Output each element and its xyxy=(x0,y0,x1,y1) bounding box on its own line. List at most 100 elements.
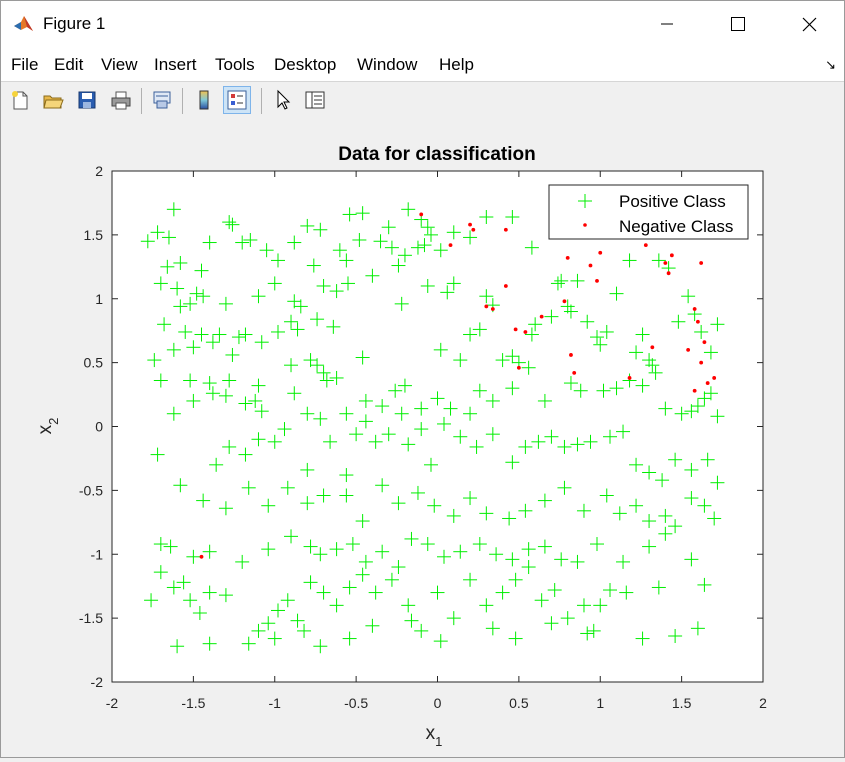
positive-point xyxy=(225,217,240,232)
scatter-plot[interactable]: -2 -1.5 -1 -0.5 0 0.5 1 1.5 2 -2 -1.5 -1 -0.5 0 0.5 1 1.… xyxy=(1,120,844,757)
negative-point xyxy=(643,243,648,247)
positive-point xyxy=(485,393,500,408)
positive-point xyxy=(384,240,399,255)
positive-point xyxy=(463,491,478,506)
new-figure-button[interactable] xyxy=(6,86,34,114)
positive-point xyxy=(593,598,608,613)
positive-point xyxy=(463,572,478,587)
menu-desktop[interactable]: Desktop xyxy=(274,55,337,74)
positive-point xyxy=(205,335,220,350)
colorbar-button[interactable] xyxy=(190,86,218,114)
open-file-button[interactable] xyxy=(39,86,67,114)
positive-point xyxy=(271,603,286,618)
positive-point xyxy=(580,314,595,329)
link-plot-button[interactable] xyxy=(148,86,176,114)
title-bar: Figure 1 xyxy=(1,1,844,47)
positive-point xyxy=(430,585,445,600)
positive-point xyxy=(635,631,650,646)
positive-point xyxy=(603,429,618,444)
positive-point xyxy=(183,296,198,311)
positive-point xyxy=(589,537,604,552)
minimize-button[interactable] xyxy=(644,1,690,47)
menu-help[interactable]: Help xyxy=(439,55,474,74)
positive-point xyxy=(202,544,217,559)
property-inspector-button[interactable] xyxy=(301,86,329,114)
positive-point xyxy=(218,388,233,403)
maximize-button[interactable] xyxy=(715,1,761,47)
positive-point xyxy=(153,565,168,580)
positive-point xyxy=(248,393,263,408)
dock-arrow-icon[interactable]: ↘ xyxy=(825,57,836,72)
positive-point xyxy=(251,289,266,304)
positive-point xyxy=(544,616,559,631)
menu-tools[interactable]: Tools xyxy=(215,55,255,74)
positive-point xyxy=(150,447,165,462)
positive-point xyxy=(710,475,725,490)
positive-point xyxy=(173,255,188,270)
open-file-icon xyxy=(43,95,64,109)
print-button[interactable] xyxy=(107,86,135,114)
positive-point xyxy=(609,381,624,396)
positive-point xyxy=(684,491,699,506)
positive-point xyxy=(319,373,334,388)
toolbar-separator xyxy=(141,88,142,114)
positive-point xyxy=(563,376,578,391)
close-icon xyxy=(802,17,816,31)
positive-point xyxy=(446,225,461,240)
positive-point xyxy=(394,296,409,311)
positive-point xyxy=(222,439,237,454)
save-button[interactable] xyxy=(73,86,101,114)
positive-point xyxy=(218,588,233,603)
positive-point xyxy=(267,434,282,449)
positive-point xyxy=(161,230,176,245)
positive-point xyxy=(339,468,354,483)
positive-point xyxy=(710,409,725,424)
legend-label-positive: Positive Class xyxy=(619,192,726,211)
save-icon xyxy=(78,91,96,109)
positive-point xyxy=(231,330,246,345)
close-button[interactable] xyxy=(786,1,832,47)
menu-view[interactable]: View xyxy=(101,55,138,74)
negative-point xyxy=(705,381,710,385)
positive-point xyxy=(528,317,543,332)
positive-point xyxy=(420,220,435,235)
legend-marker-negative xyxy=(583,223,587,227)
positive-point xyxy=(635,327,650,342)
negative-point xyxy=(490,307,495,311)
positive-point xyxy=(157,317,172,332)
positive-point xyxy=(202,636,217,651)
negative-point xyxy=(562,299,567,304)
positive-point xyxy=(580,626,595,641)
positive-point xyxy=(648,365,663,380)
positive-point xyxy=(271,324,286,339)
positive-point xyxy=(202,376,217,391)
positive-point xyxy=(349,427,364,442)
negative-point xyxy=(569,353,573,357)
positive-point xyxy=(176,575,191,590)
positive-point xyxy=(329,598,344,613)
positive-point xyxy=(186,393,201,408)
positive-point xyxy=(410,240,425,255)
positive-point xyxy=(394,406,409,421)
menu-insert[interactable]: Insert xyxy=(154,55,197,74)
positive-point xyxy=(420,278,435,293)
positive-point xyxy=(303,575,318,590)
legend-button[interactable] xyxy=(223,86,251,114)
menu-edit[interactable]: Edit xyxy=(54,55,84,74)
x-tick-label: 0 xyxy=(434,695,442,711)
positive-point xyxy=(342,631,357,646)
positive-point xyxy=(355,514,370,529)
positive-point xyxy=(401,437,416,452)
positive-point xyxy=(251,378,266,393)
positive-point xyxy=(505,552,520,567)
menu-window[interactable]: Window xyxy=(357,55,418,74)
menu-file[interactable]: File xyxy=(11,55,39,74)
negative-point xyxy=(699,261,704,265)
positive-point xyxy=(505,349,520,364)
pointer-button[interactable] xyxy=(269,86,297,114)
positive-point xyxy=(557,480,572,495)
positive-point xyxy=(521,560,536,575)
positive-point xyxy=(209,457,224,472)
positive-point xyxy=(365,268,380,283)
